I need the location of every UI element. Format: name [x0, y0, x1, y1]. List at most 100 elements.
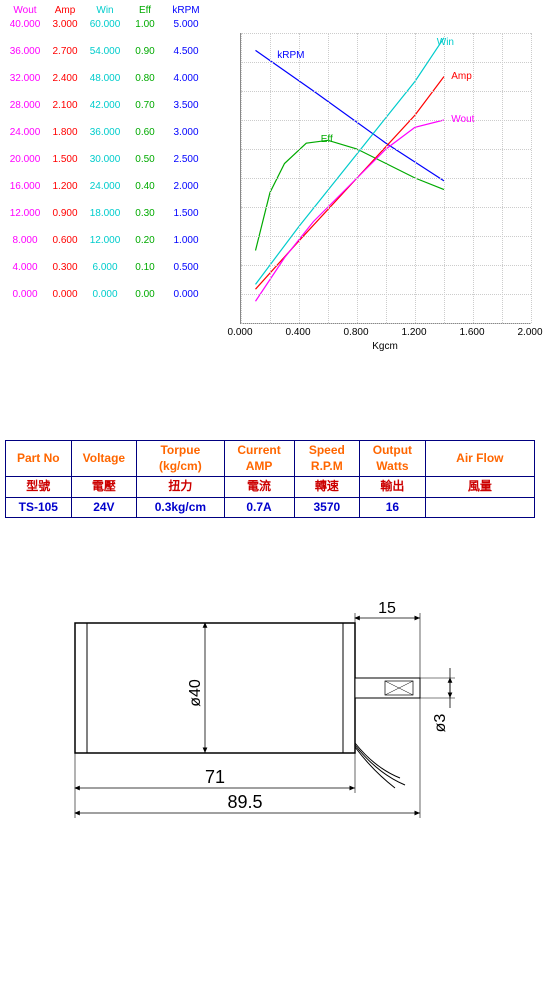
axis-tick: 48.000: [85, 73, 125, 100]
axis-tick: 12.000: [85, 235, 125, 262]
curve-label-win: Win: [437, 37, 454, 48]
axis-tick: 30.000: [85, 154, 125, 181]
axis-tick: 1.500: [165, 208, 207, 235]
axis-tick: 0.70: [125, 100, 165, 127]
curve-label-eff: Eff: [321, 134, 333, 145]
hdr-en-cell: CurrentAMP: [224, 441, 294, 477]
axis-tick: 2.400: [45, 73, 85, 100]
spec-row: TS-10524V0.3kg/cm0.7A357016: [6, 497, 535, 518]
axis-tick: 20.000: [5, 154, 45, 181]
hdr-cn-cell: 電壓: [71, 477, 137, 498]
axis-tick: 4.500: [165, 46, 207, 73]
axis-tick: 0.000: [5, 289, 45, 316]
axis-tick: 32.000: [5, 73, 45, 100]
axis-tick: 1.800: [45, 127, 85, 154]
axis-tick: 0.40: [125, 181, 165, 208]
hdr-en-cell: Air Flow: [425, 441, 534, 477]
axis-tick: 3.000: [165, 127, 207, 154]
val-cell: 24V: [71, 497, 137, 518]
axis-tick: 0.00: [125, 289, 165, 316]
axis-tick: 0.900: [45, 208, 85, 235]
axis-tick: 0.50: [125, 154, 165, 181]
spec-table: Part NoVoltageTorpue(kg/cm)CurrentAMPSpe…: [5, 440, 535, 518]
motor-drawing: ø407189.515ø3: [5, 593, 505, 843]
val-cell: [425, 497, 534, 518]
axis-tick: 0.10: [125, 262, 165, 289]
axis-header-amp: Amp: [45, 5, 85, 19]
axis-tick: 0.000: [85, 289, 125, 316]
axis-col-win: Win60.00054.00048.00042.00036.00030.0002…: [85, 5, 125, 316]
drawing-svg: ø407189.515ø3: [5, 593, 505, 843]
hdr-en-cell: OutputWatts: [360, 441, 426, 477]
hdr-cn-cell: 扭力: [137, 477, 224, 498]
val-cell: 16: [360, 497, 426, 518]
axis-tick: 2.500: [165, 154, 207, 181]
wire: [355, 747, 395, 788]
curve-label-amp: Amp: [451, 71, 472, 82]
curve-label-wout: Wout: [451, 114, 474, 125]
axis-tick: 0.30: [125, 208, 165, 235]
axis-tick: 1.200: [45, 181, 85, 208]
x-tick: 0.400: [285, 327, 310, 338]
hdr-cn-cell: 轉速: [294, 477, 360, 498]
axis-tick: 36.000: [5, 46, 45, 73]
axis-tick: 2.000: [165, 181, 207, 208]
axis-tick: 18.000: [85, 208, 125, 235]
x-tick: 0.000: [227, 327, 252, 338]
axis-tick: 24.000: [85, 181, 125, 208]
val-cell: TS-105: [6, 497, 72, 518]
x-axis-label: Kgcm: [240, 341, 530, 352]
axis-tick: 2.700: [45, 46, 85, 73]
curve-label-krpm: kRPM: [277, 50, 304, 61]
plot-box: kRPM Eff Amp Win Wout: [240, 33, 531, 324]
axis-tick: 0.60: [125, 127, 165, 154]
spec-header-cn: 型號電壓扭力電流轉速輸出風量: [6, 477, 535, 498]
axis-tick: 5.000: [165, 19, 207, 46]
axis-col-eff: Eff1.000.900.800.700.600.500.400.300.200…: [125, 5, 165, 316]
dim-body-len-text: 71: [205, 767, 225, 787]
axis-tick: 54.000: [85, 46, 125, 73]
axis-tick: 0.000: [165, 289, 207, 316]
performance-chart: Wout40.00036.00032.00028.00024.00020.000…: [5, 5, 545, 375]
x-tick: 0.800: [343, 327, 368, 338]
axis-tick: 42.000: [85, 100, 125, 127]
axis-tick: 0.000: [45, 289, 85, 316]
axis-tick: 2.100: [45, 100, 85, 127]
axis-col-wout: Wout40.00036.00032.00028.00024.00020.000…: [5, 5, 45, 316]
axis-tick: 24.000: [5, 127, 45, 154]
axis-tick: 12.000: [5, 208, 45, 235]
dim-shaft-len-text: 15: [378, 600, 396, 617]
axis-tick: 0.500: [165, 262, 207, 289]
hdr-cn-cell: 風量: [425, 477, 534, 498]
axis-tick: 0.80: [125, 73, 165, 100]
axis-col-amp: Amp3.0002.7002.4002.1001.8001.5001.2000.…: [45, 5, 85, 316]
axis-tick: 0.90: [125, 46, 165, 73]
dim-total-len-text: 89.5: [227, 792, 262, 812]
axis-tick: 1.500: [45, 154, 85, 181]
axis-tick: 1.000: [165, 235, 207, 262]
axis-tick: 0.300: [45, 262, 85, 289]
hdr-cn-cell: 電流: [224, 477, 294, 498]
axis-tick: 4.000: [165, 73, 207, 100]
x-tick: 1.600: [459, 327, 484, 338]
axis-tick: 6.000: [85, 262, 125, 289]
val-cell: 0.7A: [224, 497, 294, 518]
hdr-en-cell: Voltage: [71, 441, 137, 477]
motor-body: [75, 623, 355, 753]
x-tick: 1.200: [401, 327, 426, 338]
axis-tick: 0.20: [125, 235, 165, 262]
axis-tick: 28.000: [5, 100, 45, 127]
axis-tick: 8.000: [5, 235, 45, 262]
axis-header-win: Win: [85, 5, 125, 19]
dim-dia-body-text: ø40: [187, 679, 204, 707]
val-cell: 3570: [294, 497, 360, 518]
axis-tick: 36.000: [85, 127, 125, 154]
axis-col-krpm: kRPM5.0004.5004.0003.5003.0002.5002.0001…: [165, 5, 207, 316]
axis-tick: 0.600: [45, 235, 85, 262]
axis-tick: 40.000: [5, 19, 45, 46]
axis-tick: 3.500: [165, 100, 207, 127]
x-tick: 2.000: [517, 327, 542, 338]
hdr-cn-cell: 型號: [6, 477, 72, 498]
hdr-en-cell: Torpue(kg/cm): [137, 441, 224, 477]
y-axis-columns: Wout40.00036.00032.00028.00024.00020.000…: [5, 5, 207, 316]
